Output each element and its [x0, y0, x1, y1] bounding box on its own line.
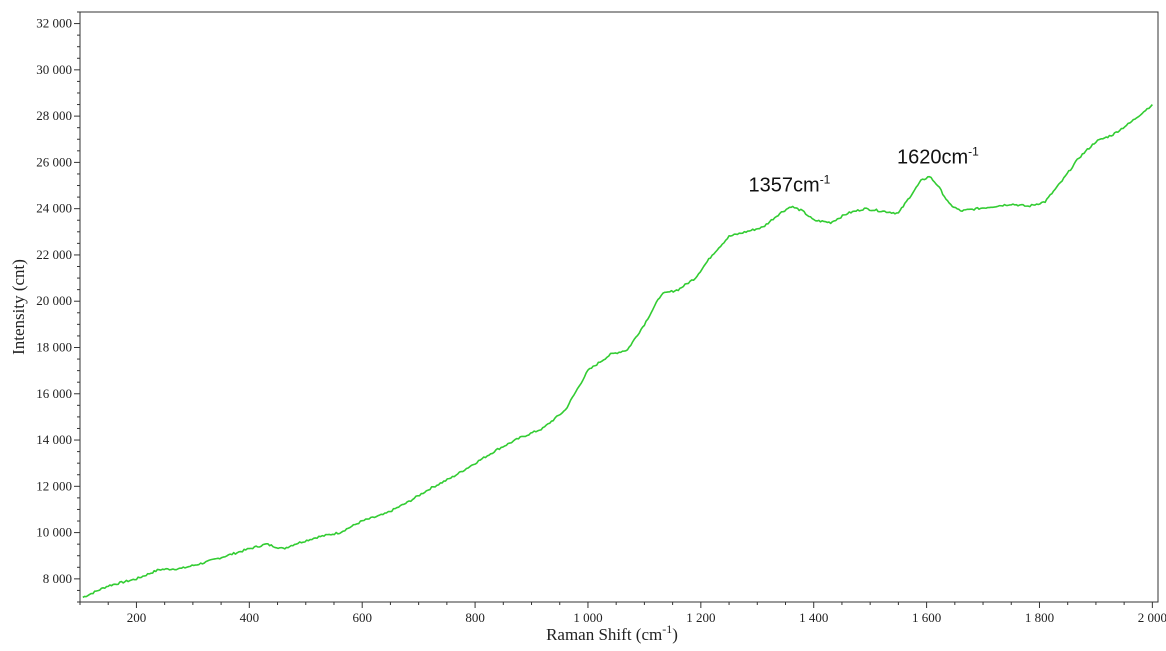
- y-tick-label: 14 000: [36, 432, 72, 447]
- y-tick-label: 18 000: [36, 339, 72, 354]
- x-tick-label: 1 600: [912, 610, 941, 625]
- x-axis-title-sup: -1: [662, 622, 672, 636]
- y-tick-label: 32 000: [36, 16, 72, 31]
- x-tick-label: 200: [127, 610, 147, 625]
- peak-annotation-sup: -1: [820, 172, 831, 186]
- peak-annotation-value: 1620cm: [897, 147, 968, 169]
- x-tick-label: 1 800: [1025, 610, 1054, 625]
- x-tick-label: 1 400: [799, 610, 828, 625]
- x-axis-title-main: Raman Shift (cm: [546, 625, 662, 644]
- x-tick-label: 1 200: [686, 610, 715, 625]
- y-tick-label: 8 000: [43, 571, 72, 586]
- spectrum-line: [82, 104, 1153, 599]
- y-axis-title: Intensity (cnt): [9, 259, 28, 355]
- series-layer: [82, 104, 1153, 599]
- y-tick-label: 16 000: [36, 386, 72, 401]
- y-tick-label: 20 000: [36, 293, 72, 308]
- y-tick-label: 28 000: [36, 108, 72, 123]
- x-axis-ticks: 200 400 600 800 1 000 1 200 1 400 1 600 1 800 2 0…: [79, 602, 1166, 625]
- peak-annotation: 1357cm-1: [749, 172, 831, 196]
- x-tick-label: 1 000: [573, 610, 602, 625]
- x-axis-title: Raman Shift (cm-1): [546, 622, 678, 644]
- y-tick-label: 22 000: [36, 247, 72, 262]
- x-tick-label: 400: [240, 610, 260, 625]
- y-tick-label: 10 000: [36, 525, 72, 540]
- y-axis-ticks: 8 000 10 000 12 000 14 000 16 000 18 000 20 00…: [36, 11, 80, 603]
- peak-annotation-sup: -1: [968, 145, 979, 159]
- peak-annotation-value: 1357cm: [749, 174, 820, 196]
- y-tick-label: 30 000: [36, 62, 72, 77]
- y-tick-label: 24 000: [36, 201, 72, 216]
- plot-frame: [79, 11, 1159, 603]
- y-tick-label: 12 000: [36, 478, 72, 493]
- peak-annotation: 1620cm-1: [897, 145, 979, 169]
- x-axis-title-end: ): [672, 625, 678, 644]
- y-tick-label: 26 000: [36, 154, 72, 169]
- x-tick-label: 600: [352, 610, 372, 625]
- x-tick-label: 800: [465, 610, 485, 625]
- x-tick-label: 2 000: [1138, 610, 1166, 625]
